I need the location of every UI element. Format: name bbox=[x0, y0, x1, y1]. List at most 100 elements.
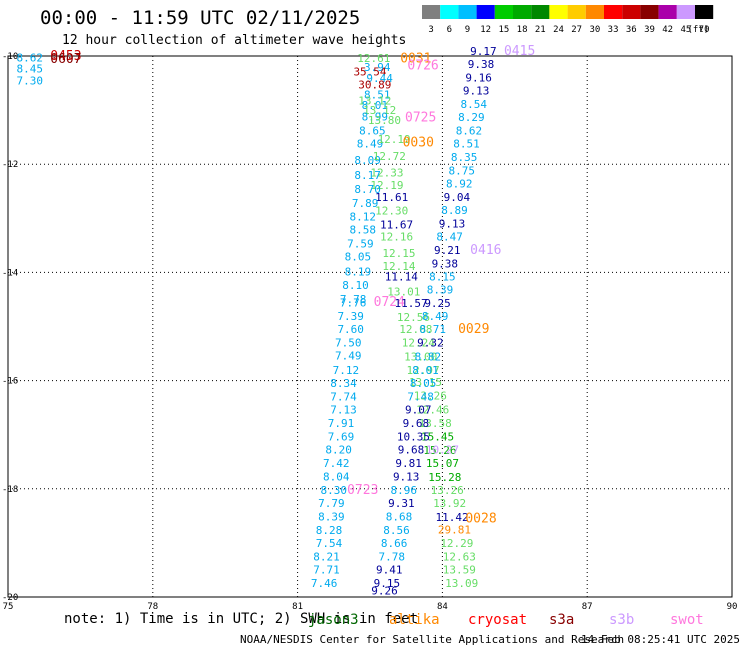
wave-height-value: 8.39 bbox=[427, 284, 454, 297]
scale-swatch bbox=[695, 5, 714, 19]
wave-height-value: 10.35 bbox=[397, 430, 430, 443]
wave-height-value: 7.69 bbox=[328, 430, 355, 443]
pass-time-label: 0726 bbox=[407, 59, 438, 74]
wave-height-value: 8.19 bbox=[345, 265, 372, 278]
wave-height-value: 13.15 bbox=[409, 376, 442, 389]
wave-height-value: 7.78 bbox=[340, 293, 367, 306]
wave-height-value: 9.15 bbox=[374, 577, 401, 590]
wave-height-value: 13.80 bbox=[368, 114, 401, 127]
wave-height-value: 8.75 bbox=[448, 165, 475, 178]
wave-height-value: 7.76 bbox=[340, 297, 367, 310]
wave-height-value: 8.62 bbox=[456, 125, 483, 138]
satellite-legend-item: swot bbox=[670, 612, 704, 628]
wave-height-value: 8.39 bbox=[318, 510, 345, 523]
wave-height-value: 7.60 bbox=[337, 323, 364, 336]
wave-height-value: 8.04 bbox=[323, 470, 350, 483]
wave-height-value: 15.26 bbox=[423, 444, 456, 457]
wave-height-value: 8.01 bbox=[362, 99, 389, 112]
satellite-legend-item: s3b bbox=[609, 612, 635, 628]
wave-height-value: 8.51 bbox=[364, 88, 391, 101]
wave-height-value: 8.17 bbox=[354, 169, 381, 182]
wave-height-value: 9.44 bbox=[366, 72, 393, 85]
y-tick-label: -14 bbox=[2, 268, 18, 278]
scale-swatch bbox=[622, 5, 641, 19]
wave-height-value: 8.99 bbox=[362, 111, 389, 124]
scale-swatch bbox=[476, 5, 495, 19]
scale-swatch bbox=[585, 5, 604, 19]
wave-height-value: 9.13 bbox=[439, 218, 466, 231]
scale-swatch bbox=[549, 5, 568, 19]
pass-time-label: 0723 bbox=[347, 483, 378, 498]
wave-height-value: 12.19 bbox=[378, 133, 411, 146]
wave-height-value: 15.28 bbox=[428, 471, 461, 484]
wave-height-value: 9.07 bbox=[405, 403, 432, 416]
wave-height-value: 7.54 bbox=[316, 537, 343, 550]
wave-height-value: 8.58 bbox=[350, 224, 377, 237]
wave-height-value: 8.15 bbox=[429, 271, 456, 284]
wave-height-value: 9.13 bbox=[463, 85, 490, 98]
wave-height-value: 8.29 bbox=[458, 111, 485, 124]
wave-height-value: 30.89 bbox=[358, 79, 391, 92]
wave-height-value: 12.30 bbox=[375, 205, 408, 218]
wave-height-value: 7.46 bbox=[311, 577, 338, 590]
x-tick-label: 75 bbox=[3, 602, 14, 612]
plot-frame bbox=[7, 55, 733, 598]
pass-time-label: 0031 bbox=[400, 52, 431, 67]
wave-height-value: 11.61 bbox=[375, 191, 408, 204]
scale-swatch bbox=[604, 5, 623, 19]
wave-height-value: 13.26 bbox=[414, 390, 447, 403]
scale-swatch bbox=[658, 5, 677, 19]
scale-swatch bbox=[640, 5, 659, 19]
wave-height-value: 8.89 bbox=[441, 204, 468, 217]
wave-height-value: 8.10 bbox=[342, 279, 369, 292]
chart-subtitle: 12 hour collection of altimeter wave hei… bbox=[62, 33, 407, 48]
wave-height-value: 12.24 bbox=[402, 337, 435, 350]
wave-height-value: 8.49 bbox=[422, 310, 449, 323]
x-tick-label: 78 bbox=[147, 602, 158, 612]
wave-height-value: 7.91 bbox=[328, 417, 355, 430]
wave-height-value: 12.46 bbox=[416, 403, 449, 416]
scale-swatch bbox=[567, 5, 586, 19]
scale-label: 33 bbox=[608, 25, 619, 35]
wave-height-value: 13.58 bbox=[419, 417, 452, 430]
wave-height-value: 8.09 bbox=[354, 154, 381, 167]
scale-label: 27 bbox=[571, 25, 582, 35]
wave-height-value: 9.13 bbox=[393, 470, 420, 483]
wave-height-value: 9.68 bbox=[398, 443, 425, 456]
scale-label: 12 bbox=[480, 25, 491, 35]
scale-swatch bbox=[513, 5, 532, 19]
wave-height-value: 9.21 bbox=[434, 244, 461, 257]
x-tick-label: 81 bbox=[292, 602, 303, 612]
wave-height-value: 12.61 bbox=[357, 52, 390, 65]
wave-height-value: 8.35 bbox=[451, 151, 478, 164]
wave-height-value: 35.54 bbox=[353, 66, 386, 79]
scale-label: 39 bbox=[644, 25, 655, 35]
wave-height-value: 12.14 bbox=[382, 260, 415, 273]
scale-label: 21 bbox=[535, 25, 546, 35]
wave-height-value: 9.25 bbox=[424, 297, 451, 310]
chart-title: 00:00 - 11:59 UTC 02/11/2025 bbox=[40, 7, 361, 29]
wave-height-value: 13.59 bbox=[443, 563, 476, 576]
scale-label: 6 bbox=[447, 25, 452, 35]
wave-height-value: 7.89 bbox=[352, 197, 379, 210]
scale-label: 15 bbox=[498, 25, 509, 35]
wave-height-value: 11.67 bbox=[380, 218, 413, 231]
wave-height-value: 9.68 bbox=[403, 417, 430, 430]
wave-height-value: 11.42 bbox=[435, 511, 468, 524]
wave-height-value: 7.42 bbox=[323, 457, 350, 470]
wave-height-value: 13.92 bbox=[433, 497, 466, 510]
scale-label: 70 bbox=[699, 25, 710, 35]
wave-height-value: 7.49 bbox=[335, 350, 362, 363]
wave-height-value: 12.56 bbox=[397, 311, 430, 324]
pass-time-label: 0028 bbox=[465, 512, 496, 527]
wave-height-color-scale: 3 6 9 12 15 18 21 24 27 30 33 36 39 42 45 70(ft) bbox=[422, 5, 714, 35]
generated-timestamp: 14 Feb 08:25:41 UTC 2025 bbox=[581, 633, 740, 646]
x-tick-label: 90 bbox=[727, 602, 738, 612]
wave-height-value: 9.31 bbox=[388, 497, 415, 510]
wave-height-value: 8.82 bbox=[415, 350, 442, 363]
wave-height-value: 8.56 bbox=[383, 524, 410, 537]
wave-height-value: 8.34 bbox=[330, 377, 357, 390]
wave-height-value: 7.39 bbox=[337, 310, 364, 323]
wave-height-value: 7.50 bbox=[335, 337, 362, 350]
scale-label: 36 bbox=[626, 25, 637, 35]
